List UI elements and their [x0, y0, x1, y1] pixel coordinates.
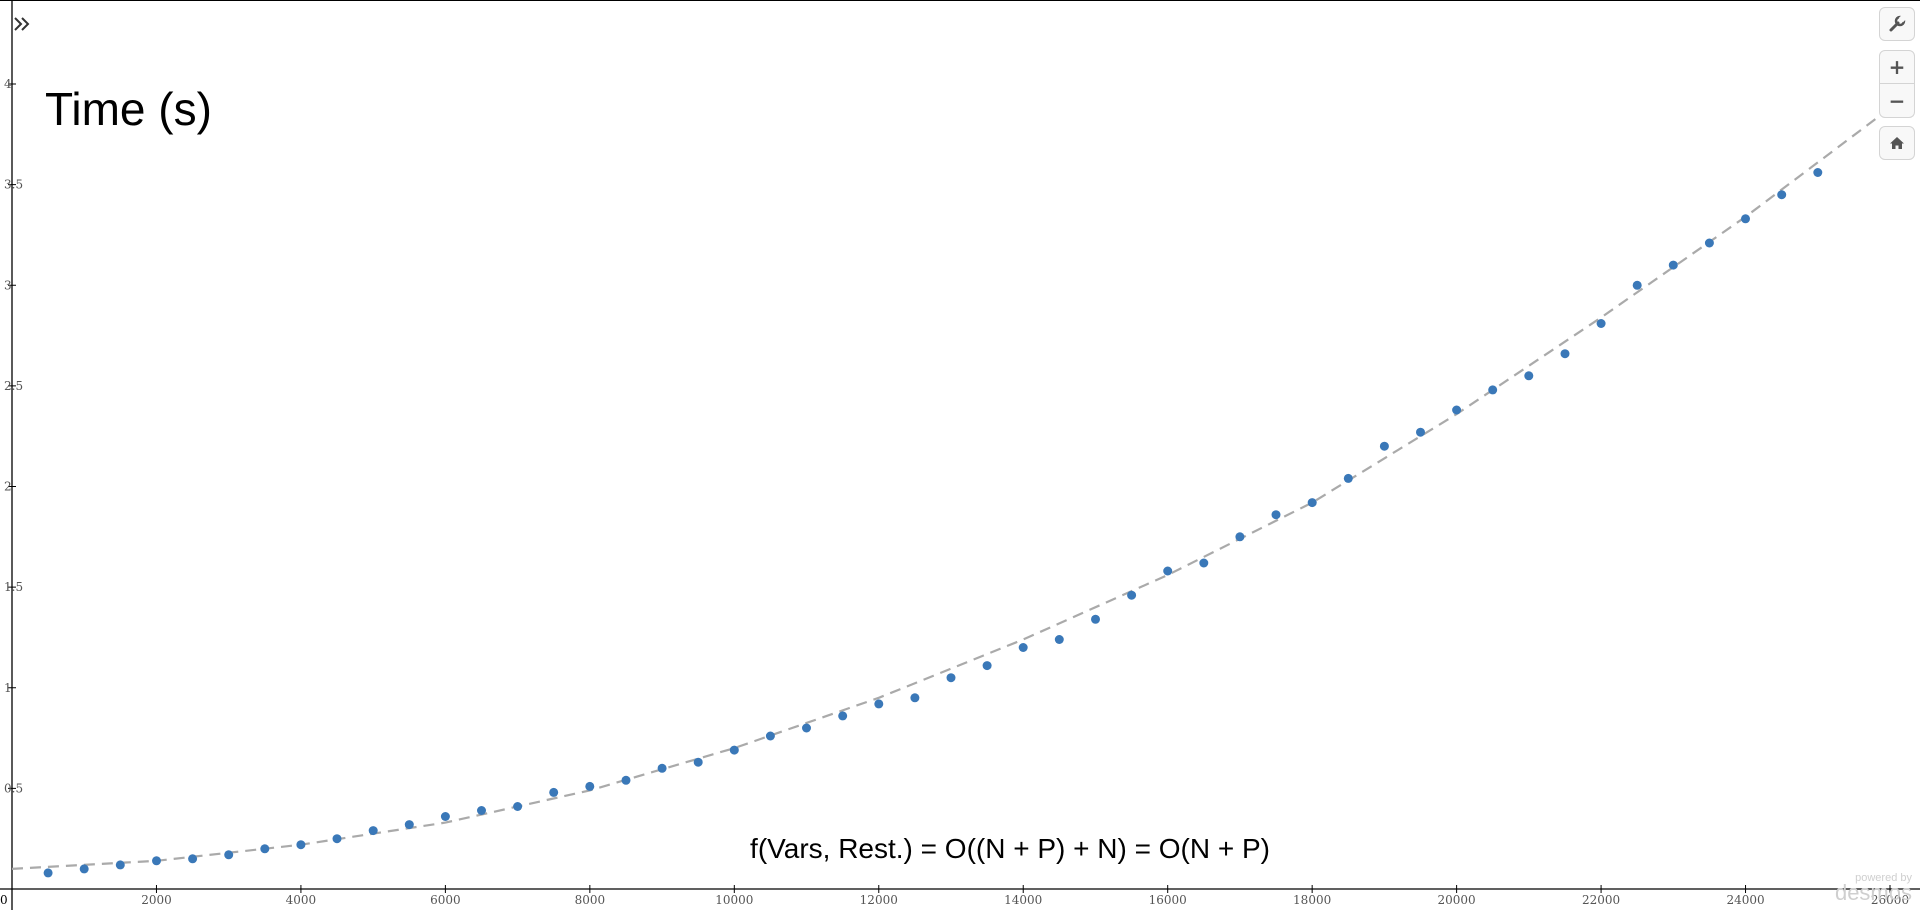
data-point[interactable] — [368, 826, 378, 836]
data-point[interactable] — [838, 711, 848, 721]
data-point[interactable] — [1163, 566, 1173, 576]
data-point[interactable] — [43, 868, 53, 878]
data-point[interactable] — [874, 699, 884, 709]
data-point[interactable] — [1416, 427, 1425, 437]
double-chevron-right-icon — [14, 17, 30, 31]
data-point[interactable] — [332, 834, 342, 844]
data-point[interactable] — [260, 844, 270, 854]
data-point[interactable] — [513, 802, 523, 811]
data-point[interactable] — [765, 731, 775, 741]
data-point[interactable] — [946, 673, 956, 683]
data-point[interactable] — [1777, 190, 1787, 200]
data-point[interactable] — [1596, 319, 1606, 328]
y-tick-label: 3 — [4, 278, 12, 292]
data-point[interactable] — [1524, 371, 1534, 381]
x-tick-label: 8000 — [575, 893, 606, 907]
data-point[interactable] — [1091, 614, 1100, 624]
data-point[interactable] — [152, 856, 161, 866]
data-point[interactable] — [657, 763, 667, 773]
y-tick-label: 3.5 — [4, 178, 23, 192]
data-point[interactable] — [1379, 441, 1389, 451]
data-point[interactable] — [115, 860, 125, 870]
desmos-logo: desmos — [1834, 880, 1912, 905]
y-tick-label: 2 — [4, 480, 12, 494]
complexity-formula: f(Vars, Rest.) = O((N + P) + N) = O(N + … — [750, 833, 1270, 864]
y-tick-label: 1.5 — [4, 580, 23, 594]
data-point[interactable] — [188, 854, 198, 864]
data-point[interactable] — [79, 864, 89, 874]
data-point[interactable] — [1813, 168, 1823, 177]
home-icon — [1890, 137, 1904, 149]
data-point[interactable] — [585, 781, 595, 791]
data-point[interactable] — [729, 745, 739, 755]
plus-icon: + — [1888, 55, 1906, 79]
x-tick-label: 12000 — [860, 893, 898, 907]
y-tick-label: 4 — [4, 77, 12, 91]
data-point[interactable] — [910, 693, 920, 703]
data-point[interactable] — [802, 723, 811, 733]
x-tick-label: 2000 — [141, 893, 172, 907]
expand-list-button[interactable] — [10, 12, 34, 36]
powered-by-text: powered by — [1855, 872, 1912, 884]
graph-settings-button[interactable] — [1879, 7, 1915, 41]
data-point[interactable] — [1488, 385, 1498, 395]
y-tick-label: 1 — [4, 681, 12, 695]
data-point[interactable] — [1054, 635, 1064, 644]
data-point[interactable] — [404, 820, 414, 830]
x-tick-label: 20000 — [1438, 893, 1476, 907]
data-point[interactable] — [224, 850, 234, 860]
data-point[interactable] — [621, 775, 631, 785]
y-tick-label: 2.5 — [4, 379, 23, 393]
data-point[interactable] — [982, 661, 992, 671]
data-point[interactable] — [1343, 473, 1353, 483]
data-point[interactable] — [1452, 405, 1462, 415]
data-point[interactable] — [296, 840, 306, 850]
data-point[interactable] — [1560, 349, 1570, 359]
trendline-curve — [11, 107, 1891, 870]
x-tick-label: 14000 — [1004, 893, 1042, 907]
wrench-icon — [1889, 15, 1906, 32]
zoom-out-button[interactable]: − — [1879, 84, 1915, 118]
data-point[interactable] — [1018, 643, 1028, 652]
data-point[interactable] — [1235, 532, 1245, 542]
data-point[interactable] — [1127, 590, 1137, 600]
axis-ticks: 2000 4000 6000 8000 10000 12000 14000 16000 1800… — [4, 77, 1909, 907]
origin-label: 0 — [0, 893, 8, 907]
x-tick-label: 16000 — [1149, 893, 1187, 907]
data-point[interactable] — [1307, 498, 1317, 508]
data-point[interactable] — [549, 787, 559, 797]
x-tick-label: 22000 — [1582, 893, 1620, 907]
data-point[interactable] — [1668, 260, 1678, 270]
x-tick-label: 18000 — [1293, 893, 1331, 907]
data-point[interactable] — [693, 757, 703, 767]
data-point[interactable] — [477, 806, 486, 815]
x-tick-label: 10000 — [715, 893, 753, 907]
x-tick-label: 24000 — [1726, 893, 1764, 907]
x-tick-label: 6000 — [430, 893, 461, 907]
zoom-in-button[interactable]: + — [1879, 50, 1915, 84]
data-point[interactable] — [440, 812, 450, 821]
data-point[interactable] — [1271, 510, 1281, 520]
powered-by-desmos[interactable]: powered by desmos — [1834, 872, 1912, 905]
data-points — [43, 168, 1823, 878]
data-point[interactable] — [1632, 280, 1642, 290]
default-viewport-button[interactable] — [1879, 126, 1915, 160]
x-tick-label: 26000 — [1871, 893, 1909, 907]
data-point[interactable] — [1199, 558, 1209, 568]
y-axis-annotation: Time (s) — [45, 83, 212, 135]
minus-icon: − — [1888, 88, 1906, 113]
y-tick-label: 0.5 — [4, 781, 23, 795]
data-point[interactable] — [1741, 214, 1750, 224]
x-tick-label: 4000 — [286, 893, 317, 907]
data-point[interactable] — [1704, 238, 1714, 248]
